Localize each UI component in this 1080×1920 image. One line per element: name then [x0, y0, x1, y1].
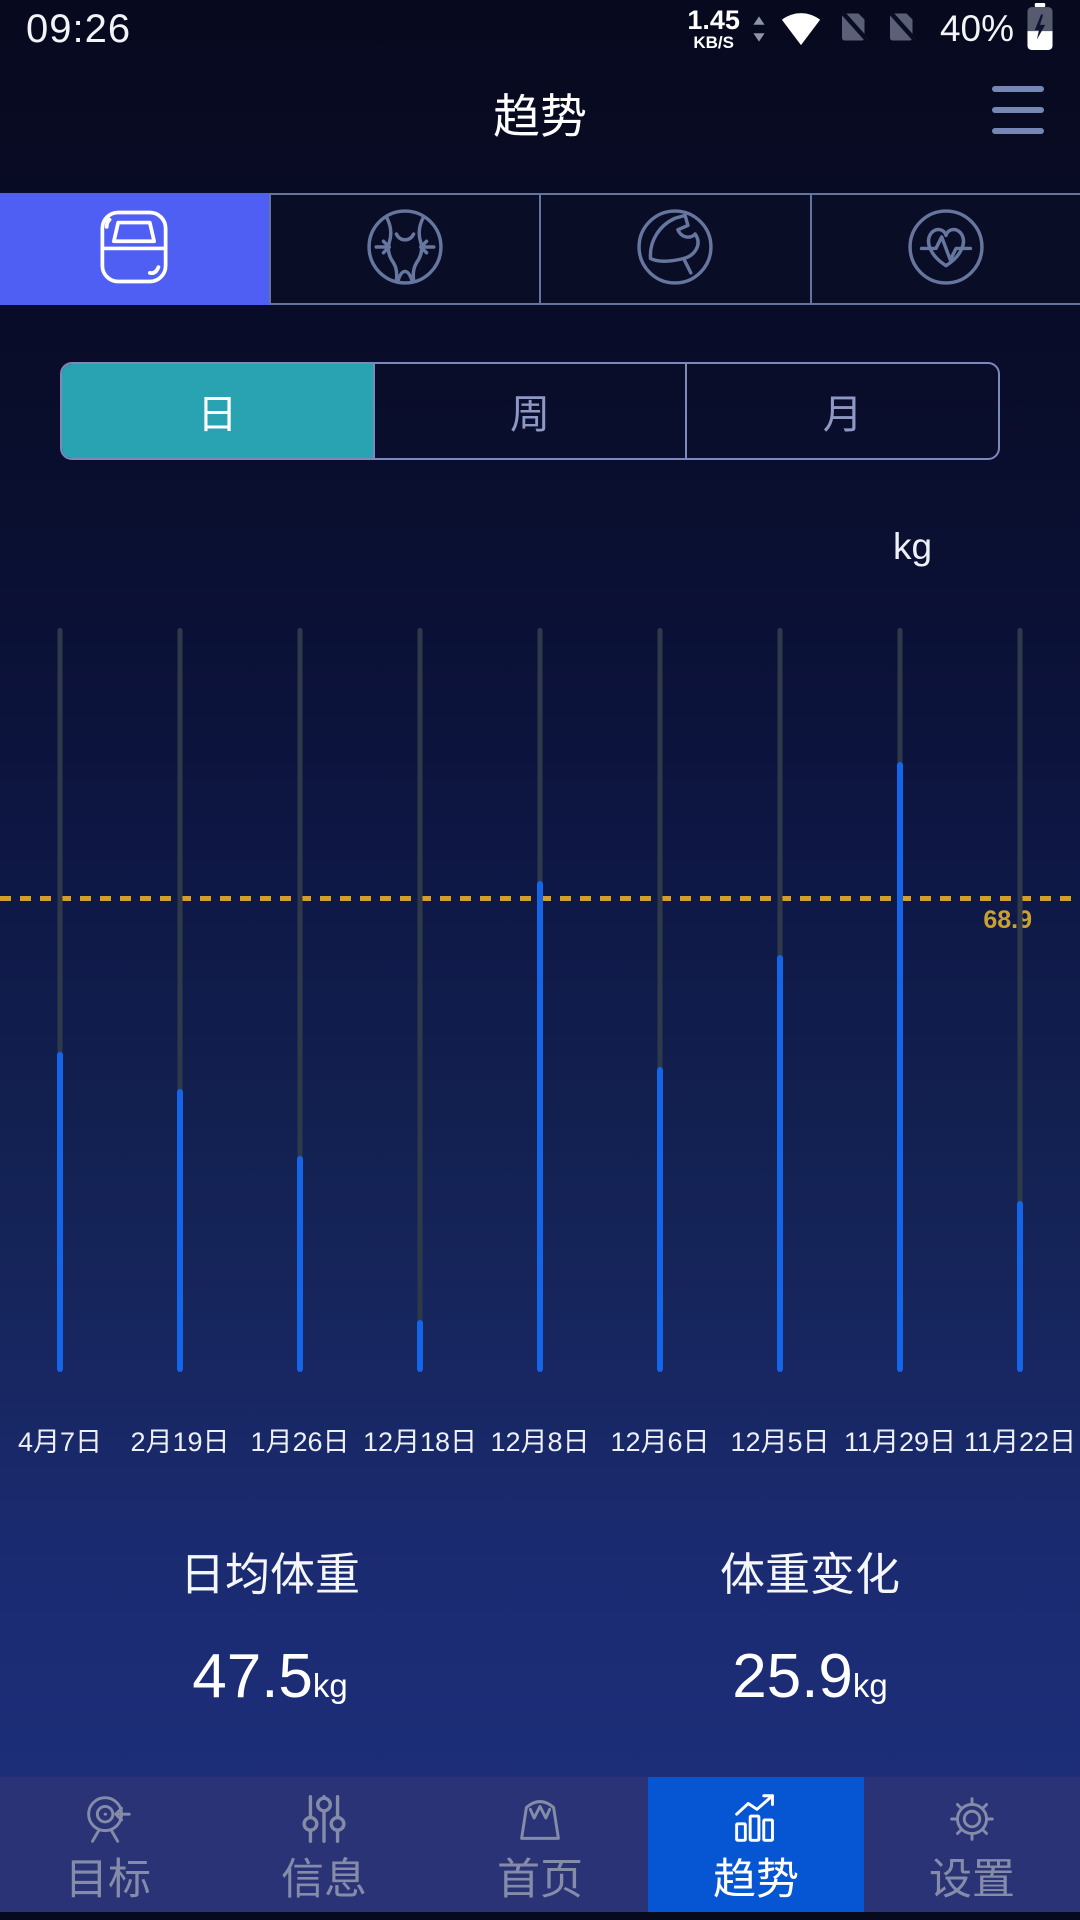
bar-range-track [1017, 628, 1023, 1372]
x-axis-label: 12月6日 [610, 1427, 710, 1457]
summary-stats: 日均体重 47.5kg 体重变化 25.9kg [0, 1538, 1080, 1712]
bar-slot[interactable] [360, 628, 480, 1372]
tab-heart-rate[interactable] [809, 193, 1080, 305]
nav-label: 设置 [929, 1855, 1015, 1904]
period-tab-week[interactable]: 周 [372, 364, 686, 458]
x-axis-label: 2月19日 [130, 1427, 230, 1457]
stat-value: 47.5kg [192, 1642, 348, 1711]
stat-unit: kg [852, 1667, 888, 1704]
hamburger-menu-icon[interactable] [992, 86, 1044, 134]
bar-slot[interactable] [0, 628, 120, 1372]
nav-label: 目标 [65, 1855, 151, 1904]
nav-item-home[interactable]: 首页 [432, 1777, 648, 1912]
nav-item-settings[interactable]: 设置 [864, 1777, 1080, 1912]
tab-weight[interactable] [0, 193, 269, 305]
bar-value-fill [777, 955, 783, 1372]
scale-icon [88, 201, 180, 298]
bar-value-fill [57, 1052, 63, 1372]
reference-line-label: 68.9 [983, 906, 1032, 935]
trend-chart-icon [725, 1788, 787, 1855]
gear-icon [941, 1788, 1003, 1855]
network-speed-value: 1.45 [687, 4, 740, 35]
status-bar: 09:26 1.45 KB/S 40% [0, 0, 1080, 58]
network-speed-unit: KB/S [693, 33, 734, 53]
nav-item-info[interactable]: 信息 [216, 1777, 432, 1912]
chart-plot[interactable]: 68.9 [0, 628, 1080, 1372]
target-icon [77, 1788, 139, 1855]
period-control: 日 周 月 [60, 362, 1000, 460]
x-axis-label: 11月22日 [963, 1427, 1077, 1457]
bar-range-track [177, 628, 183, 1372]
x-axis-label: 4月7日 [17, 1427, 103, 1457]
tab-body-measure[interactable] [268, 193, 539, 305]
bar-range-track [57, 628, 63, 1372]
sim-disabled-icon [836, 7, 872, 52]
bar-slot[interactable] [600, 628, 720, 1372]
bar-value-fill [1017, 1200, 1023, 1372]
scale-dial-icon [509, 1788, 571, 1855]
bar-slot[interactable] [720, 628, 840, 1372]
chart-axis-labels: 4月7日 2月19日 1月26日 12月18日 12月8日 12月6日 12月5日 11月29… [0, 1420, 1080, 1460]
stat-unit: kg [312, 1667, 348, 1704]
page-title: 趋势 [493, 90, 587, 143]
bar-slot[interactable] [480, 628, 600, 1372]
bar-range-track [417, 628, 423, 1372]
network-speed-arrows-icon [752, 14, 766, 44]
wifi-icon [778, 7, 824, 52]
network-speed: 1.45 KB/S [687, 6, 740, 52]
nav-label: 信息 [281, 1855, 367, 1904]
heart-rate-icon [900, 201, 992, 298]
stat-average-weight: 日均体重 47.5kg [0, 1538, 540, 1712]
x-axis-label: 12月8日 [490, 1427, 590, 1457]
bar-value-fill [297, 1156, 303, 1372]
bar-value-fill [417, 1319, 423, 1372]
bar-value-fill [657, 1066, 663, 1372]
bar-range-track [297, 628, 303, 1372]
nav-item-goals[interactable]: 目标 [0, 1777, 216, 1912]
nav-label: 首页 [497, 1855, 583, 1904]
tab-muscle[interactable] [539, 193, 810, 305]
stat-weight-change: 体重变化 25.9kg [540, 1538, 1080, 1712]
bar-value-fill [537, 880, 543, 1372]
header: 趋势 [0, 58, 1080, 158]
period-tab-month[interactable]: 月 [685, 364, 998, 458]
bar-slot[interactable] [120, 628, 240, 1372]
x-axis-label: 11月29日 [843, 1427, 957, 1457]
sim-disabled-icon [884, 7, 920, 52]
stat-label: 体重变化 [719, 1549, 900, 1600]
gesture-area [0, 1912, 1080, 1920]
body-measure-icon [359, 201, 451, 298]
sliders-icon [293, 1788, 355, 1855]
bar-slot[interactable] [840, 628, 960, 1372]
battery-charging-icon [1026, 2, 1054, 56]
clock: 09:26 [26, 6, 132, 51]
bar-slot[interactable] [960, 628, 1080, 1372]
metric-tabs [0, 193, 1080, 305]
bar-range-track [657, 628, 663, 1372]
stat-value: 25.9kg [732, 1642, 888, 1711]
bar-value-fill [177, 1089, 183, 1372]
bar-slot[interactable] [240, 628, 360, 1372]
period-tab-day[interactable]: 日 [62, 364, 373, 458]
x-axis-label: 12月5日 [730, 1427, 830, 1457]
nav-label: 趋势 [713, 1855, 799, 1904]
bar-value-fill [897, 761, 903, 1372]
stat-label: 日均体重 [179, 1549, 360, 1600]
y-unit-label: kg [893, 526, 933, 567]
muscle-icon [629, 201, 721, 298]
bottom-nav: 目标 信息 首页 [0, 1777, 1080, 1912]
x-axis-label: 12月18日 [362, 1427, 478, 1457]
battery-percent: 40% [939, 8, 1014, 49]
x-axis-label: 1月26日 [250, 1427, 350, 1457]
status-icons: 1.45 KB/S 40% [687, 2, 1054, 56]
nav-item-trends[interactable]: 趋势 [648, 1777, 864, 1912]
